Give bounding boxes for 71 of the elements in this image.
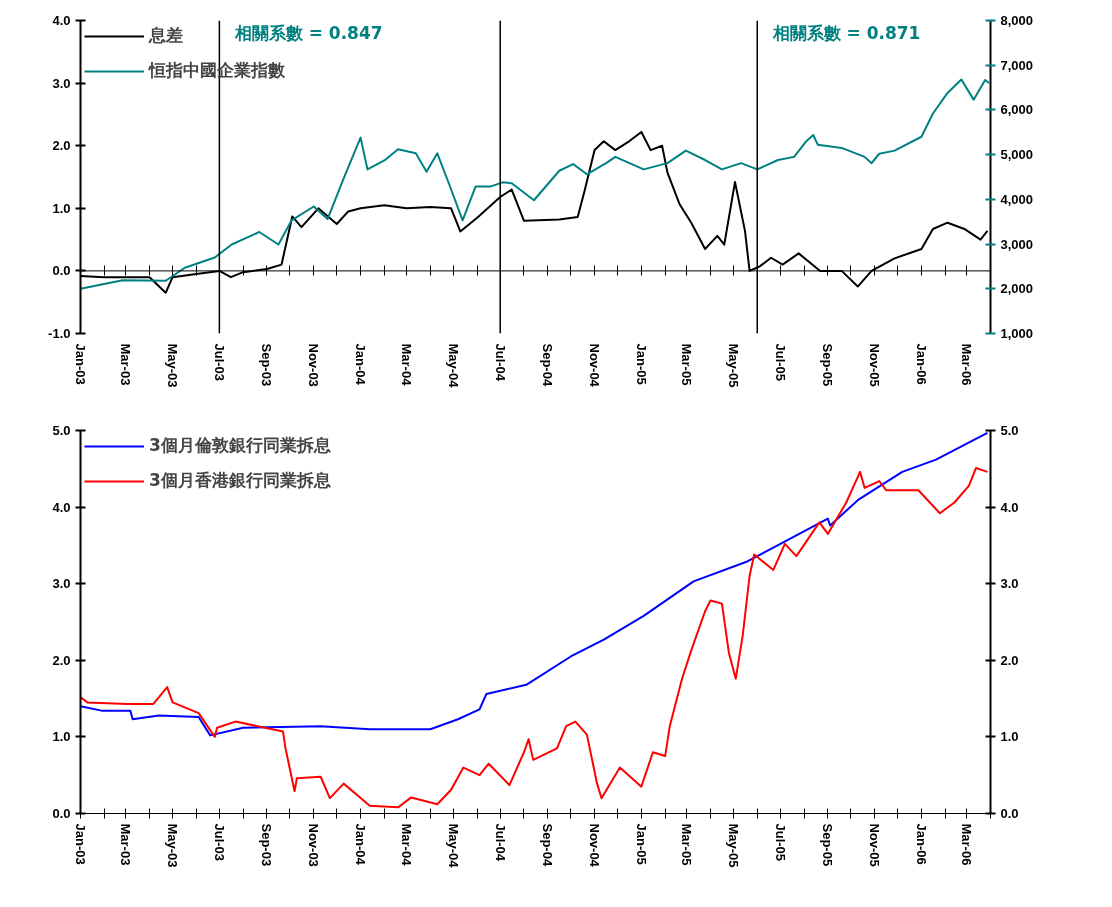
y2-tick-label: 4,000 [1000,191,1034,207]
x-tick-label: Jul-05 [772,823,788,862]
x-tick-label: Jul-04 [492,343,508,382]
y2-tick-label: 2,000 [1000,281,1034,297]
x-tick-label: May-04 [445,823,461,869]
x-tick-label: Jan-05 [633,343,649,385]
x-tick-label: May-05 [725,343,741,388]
x-tick-label: Mar-06 [959,343,975,386]
x-tick-label: Mar-04 [399,343,415,387]
x-tick-label: Jan-06 [913,343,929,385]
x-tick-label: Mar-06 [959,823,975,866]
x-tick-label: Mar-03 [118,823,134,866]
x-tick-label: Jul-03 [211,343,227,382]
y-tick-label: 1.0 [52,200,71,216]
x-tick-label: Sep-05 [820,823,836,867]
annotation: 相關系數 = 0.847 [233,22,383,43]
legend-label: 息差 [149,24,183,47]
x-tick-label: Mar-05 [679,343,695,386]
x-tick-label: Jul-05 [772,343,788,382]
x-tick-label: Mar-03 [118,343,134,386]
x-tick-label: Nov-03 [306,823,322,867]
annotation: 相關系數 = 0.871 [771,22,921,43]
y2-tick-label: 2.0 [1000,652,1019,668]
y2-tick-label: 1.0 [1000,729,1019,745]
x-tick-label: May-03 [165,343,181,388]
y-tick-label: 4.0 [52,13,71,28]
x-tick-label: Jul-03 [211,823,227,862]
y-tick-label: 2.0 [52,138,71,154]
x-tick-label: Mar-05 [679,823,695,866]
x-tick-label: Jan-03 [73,823,88,865]
x-tick-label: Jul-04 [492,823,508,862]
y2-tick-label: 5.0 [1000,423,1019,438]
x-tick-label: Jan-04 [353,343,369,386]
y-tick-label: 5.0 [52,423,71,438]
x-tick-label: Jan-04 [353,823,369,866]
x-tick-label: Jan-03 [73,343,88,385]
y-tick-label: 3.0 [52,576,71,592]
y-tick-label: 1.0 [52,729,71,745]
x-tick-label: May-05 [725,823,741,868]
x-tick-label: Jan-05 [633,823,649,865]
y2-tick-label: 3,000 [1000,236,1034,252]
x-tick-label: Nov-04 [587,823,603,868]
x-tick-label: Nov-05 [867,823,883,867]
x-tick-label: Sep-03 [259,343,275,387]
x-tick-label: Sep-04 [540,343,556,387]
y-tick-label: 3.0 [52,75,71,91]
x-tick-label: Sep-05 [820,343,836,387]
y-tick-label: 2.0 [52,652,71,668]
y2-tick-label: 4.0 [1000,499,1019,515]
x-tick-label: Nov-03 [306,343,322,387]
y-tick-label: 0.0 [52,263,71,279]
y2-tick-label: 3.0 [1000,576,1019,592]
y2-tick-label: 0.0 [1000,806,1019,821]
y2-tick-label: 8,000 [1000,13,1034,28]
y2-tick-label: 1,000 [1000,326,1034,341]
x-tick-label: Nov-05 [867,343,883,387]
y-tick-label: 0.0 [52,806,71,821]
x-tick-label: May-03 [165,823,181,868]
y-tick-label: 4.0 [52,499,71,515]
legend-label: 3個月香港銀行同業拆息 [149,469,331,492]
x-tick-label: Nov-04 [587,343,603,388]
y-tick-label: -1.0 [48,326,71,341]
x-tick-label: Sep-03 [259,823,275,867]
legend-label: 3個月倫敦銀行同業拆息 [149,434,331,457]
y2-tick-label: 6,000 [1000,102,1034,118]
x-tick-label: Mar-04 [399,823,415,867]
x-tick-label: Jan-06 [913,823,929,865]
y2-tick-label: 5,000 [1000,147,1034,163]
x-tick-label: May-04 [445,343,461,389]
y2-tick-label: 7,000 [1000,57,1034,73]
x-tick-label: Sep-04 [540,823,556,867]
